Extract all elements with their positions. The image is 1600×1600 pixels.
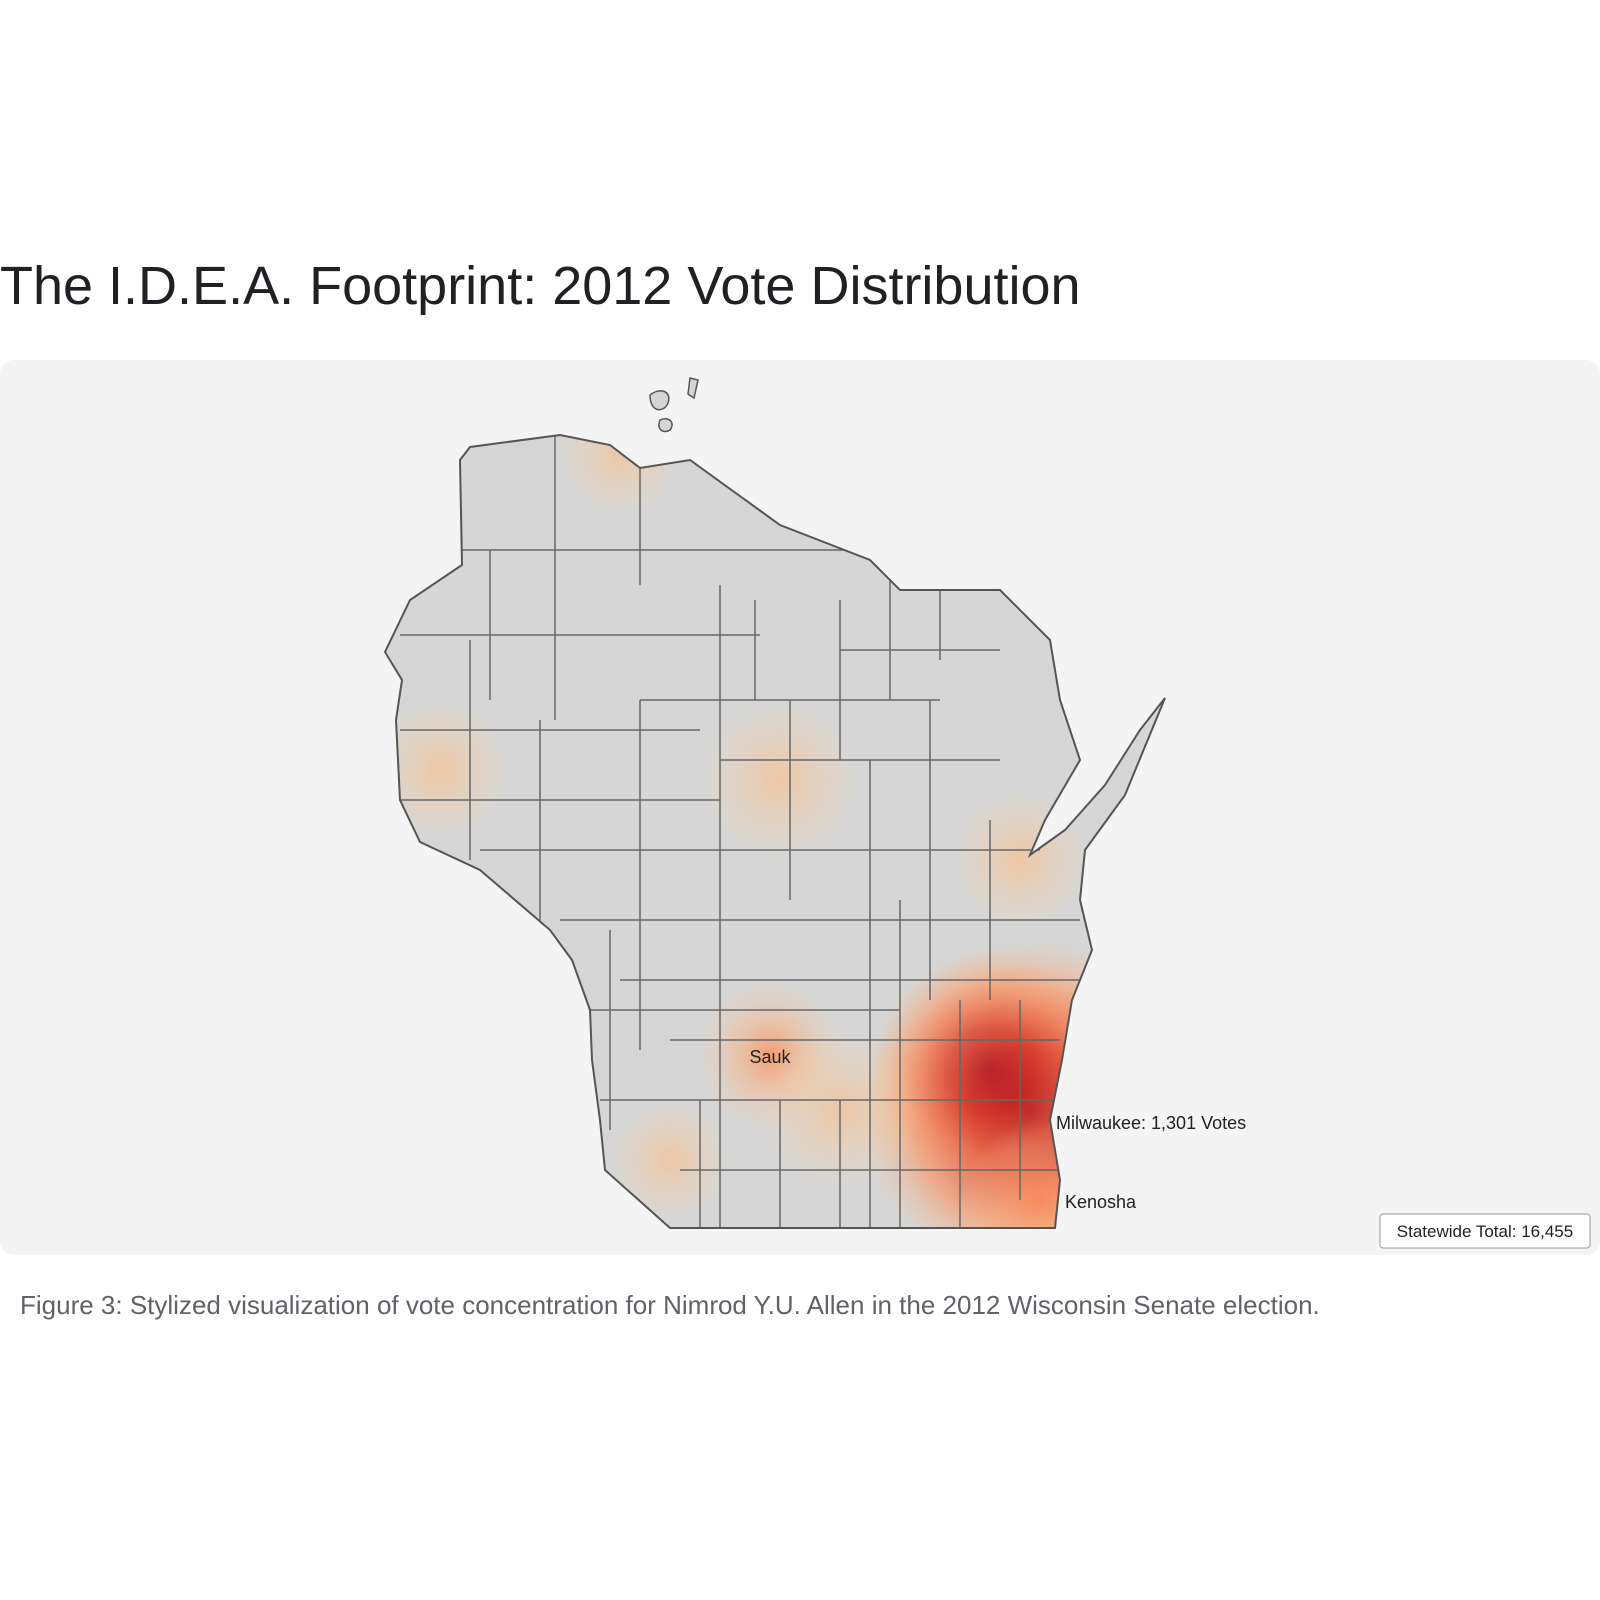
map-label: Sauk xyxy=(749,1047,791,1067)
map-label: Milwaukee: 1,301 Votes xyxy=(1056,1113,1246,1133)
caption: Figure 3: Stylized visualization of vote… xyxy=(20,1290,1320,1320)
title: The I.D.E.A. Footprint: 2012 Vote Distri… xyxy=(0,256,1081,316)
state xyxy=(385,435,1165,1228)
total-label: Statewide Total: 16,455 xyxy=(1397,1222,1573,1241)
total-box xyxy=(1379,1213,1591,1249)
map-label: Kenosha xyxy=(1065,1192,1137,1212)
